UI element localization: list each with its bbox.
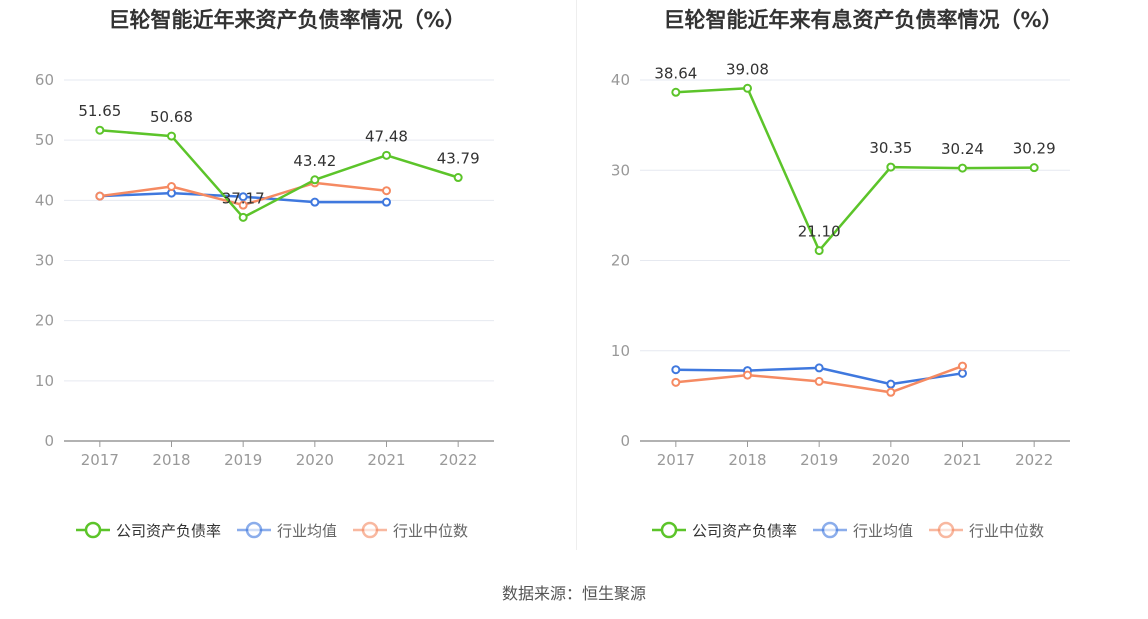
data-point <box>238 212 248 222</box>
x-tick-label: 2018 <box>152 451 190 469</box>
data-label: 30.24 <box>941 140 984 158</box>
data-point <box>382 150 391 160</box>
data-point <box>167 181 176 191</box>
data-point <box>743 370 752 380</box>
series-line <box>675 87 1035 252</box>
data-point <box>671 365 681 375</box>
data-label: 43.79 <box>437 150 480 168</box>
data-label: 30.29 <box>1013 140 1056 158</box>
x-tick-label: 2022 <box>1015 451 1053 469</box>
x-tick-label: 2021 <box>943 451 981 469</box>
data-point <box>958 361 967 371</box>
legend-label: 行业均值 <box>853 522 913 540</box>
legend-marker <box>84 521 102 539</box>
data-label: 21.10 <box>798 223 841 241</box>
data-label: 47.48 <box>365 127 408 145</box>
x-tick-label: 2018 <box>728 451 766 469</box>
legend-item-0: 公司资产负债率 <box>76 521 221 540</box>
legend-item-0: 公司资产负债率 <box>652 521 797 540</box>
data-point <box>814 376 824 386</box>
legend-item-1: 行业均值 <box>237 521 337 540</box>
data-point <box>95 191 105 201</box>
data-point <box>310 175 320 185</box>
source-label: 数据来源：恒生聚源 <box>501 584 646 603</box>
legend-item-1: 行业均值 <box>813 521 913 540</box>
y-tick-label: 0 <box>620 432 630 450</box>
y-tick-label: 40 <box>611 71 630 89</box>
data-label: 37.17 <box>222 189 265 207</box>
y-tick-label: 50 <box>35 131 54 149</box>
data-point <box>671 87 681 97</box>
panel-divider <box>576 0 577 550</box>
legend-marker <box>937 521 955 539</box>
data-point <box>814 246 824 256</box>
y-tick-label: 40 <box>35 191 54 209</box>
y-tick-label: 20 <box>35 312 54 330</box>
legend-label: 行业中位数 <box>969 522 1044 540</box>
series-line <box>99 128 459 219</box>
data-point <box>886 387 896 397</box>
data-point <box>814 363 824 373</box>
data-point <box>958 368 967 378</box>
data-point <box>743 83 752 93</box>
data-label: 30.35 <box>869 139 912 157</box>
x-tick-label: 2022 <box>439 451 477 469</box>
legend-item-2: 行业中位数 <box>929 521 1044 540</box>
x-tick-label: 2020 <box>872 451 910 469</box>
data-point <box>95 125 105 135</box>
data-label: 38.64 <box>654 64 697 82</box>
y-tick-label: 20 <box>611 252 630 270</box>
data-point <box>886 162 896 172</box>
data-point <box>167 131 176 141</box>
data-label: 43.42 <box>293 152 336 170</box>
data-label: 51.65 <box>78 102 121 120</box>
data-point <box>238 192 248 202</box>
x-tick-label: 2019 <box>224 451 262 469</box>
chart-title: 巨轮智能近年来有息资产负债率情况（%） <box>663 8 1063 32</box>
chart-panel-left: 巨轮智能近年来资产负债率情况（%） 0 10 20 30 40 50 60 2017 2018 2… <box>0 0 574 560</box>
data-point <box>958 163 967 173</box>
data-label: 50.68 <box>150 108 193 126</box>
legend-marker <box>361 521 379 539</box>
y-tick-label: 60 <box>35 71 54 89</box>
legend-label: 公司资产负债率 <box>116 522 221 540</box>
data-point <box>1029 163 1039 173</box>
legend-marker <box>245 521 263 539</box>
data-point <box>453 173 463 183</box>
y-tick-label: 0 <box>44 432 54 450</box>
data-point <box>238 200 248 210</box>
x-tick-label: 2021 <box>367 451 405 469</box>
x-tick-label: 2017 <box>657 451 695 469</box>
legend-label: 公司资产负债率 <box>692 522 797 540</box>
chart-panel-right: 巨轮智能近年来有息资产负债率情况（%） 0 10 20 30 40 2017 2018 201… <box>576 0 1148 560</box>
legend-marker <box>660 521 678 539</box>
legend-label: 行业中位数 <box>393 522 468 540</box>
data-label: 39.08 <box>726 60 769 78</box>
x-tick-label: 2017 <box>81 451 119 469</box>
legend-label: 行业均值 <box>277 522 337 540</box>
line-chart-debt-ratio: 0 10 20 30 40 50 60 2017 2018 2019 2020 2021 2022 51.… <box>35 71 494 540</box>
data-point <box>671 377 681 387</box>
y-tick-label: 30 <box>611 161 630 179</box>
x-tick-label: 2019 <box>800 451 838 469</box>
data-point <box>382 186 391 196</box>
y-tick-label: 10 <box>35 372 54 390</box>
x-tick-label: 2020 <box>296 451 334 469</box>
legend-item-2: 行业中位数 <box>353 521 468 540</box>
line-chart-interest-debt-ratio: 0 10 20 30 40 2017 2018 2019 2020 2021 2022 38.64 39… <box>611 60 1070 540</box>
legend-marker <box>821 521 839 539</box>
chart-title: 巨轮智能近年来资产负债率情况（%） <box>108 8 466 32</box>
y-tick-label: 10 <box>611 342 630 360</box>
data-point <box>382 197 391 207</box>
data-point <box>886 379 896 389</box>
data-point <box>310 197 320 207</box>
y-tick-label: 30 <box>35 252 54 270</box>
